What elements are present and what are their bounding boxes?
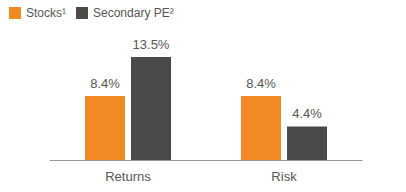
svg-text:8.4%: 8.4% [246,76,276,91]
svg-text:4.4%: 4.4% [292,106,322,121]
svg-text:13.5%: 13.5% [133,37,170,52]
svg-text:Returns: Returns [105,169,151,184]
svg-text:Stocks¹: Stocks¹ [26,6,66,20]
svg-text:Secondary PE²: Secondary PE² [93,6,174,20]
svg-text:8.4%: 8.4% [90,76,120,91]
svg-text:Risk: Risk [271,169,297,184]
